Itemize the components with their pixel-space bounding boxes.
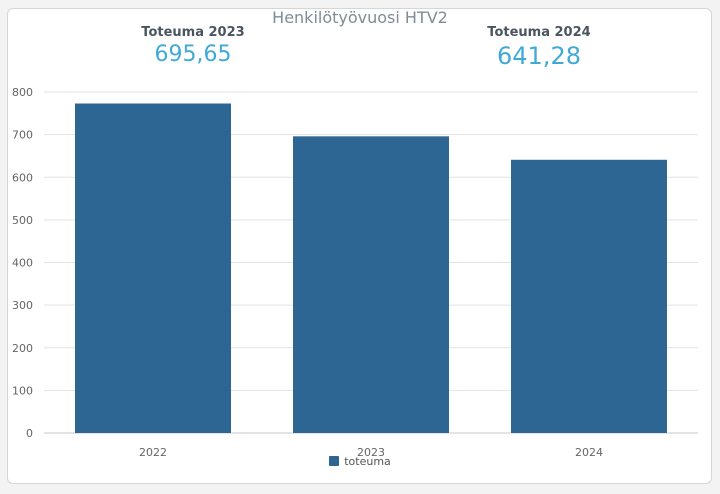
y-tick-label: 600 <box>12 171 33 184</box>
kpi-value: 695,65 <box>154 42 232 67</box>
chart-title: Henkilötyövuosi HTV2 <box>272 8 448 27</box>
y-tick-label: 400 <box>12 257 33 270</box>
legend-swatch <box>329 456 340 466</box>
bar[interactable] <box>293 136 449 433</box>
legend-label: toteuma <box>344 455 391 468</box>
kpi-value: 641,28 <box>497 42 581 70</box>
kpi-label: Toteuma 2023 <box>141 25 245 40</box>
y-tick-label: 800 <box>12 86 33 99</box>
y-tick-label: 0 <box>26 427 33 440</box>
kpi-toteuma-2024: Toteuma 2024 641,28 <box>474 25 604 70</box>
bar[interactable] <box>75 103 231 433</box>
legend[interactable]: toteuma <box>0 455 720 468</box>
bar[interactable] <box>511 159 667 433</box>
x-tick-label: 2022 <box>139 446 167 459</box>
kpi-toteuma-2023: Toteuma 2023 695,65 <box>128 25 258 67</box>
x-tick-label: 2023 <box>357 446 385 459</box>
y-tick-label: 500 <box>12 214 33 227</box>
x-tick-label: 2024 <box>575 446 603 459</box>
y-tick-label: 100 <box>12 384 33 397</box>
y-tick-label: 200 <box>12 342 33 355</box>
y-tick-label: 300 <box>12 299 33 312</box>
y-tick-label: 700 <box>12 129 33 142</box>
kpi-label: Toteuma 2024 <box>487 25 591 40</box>
